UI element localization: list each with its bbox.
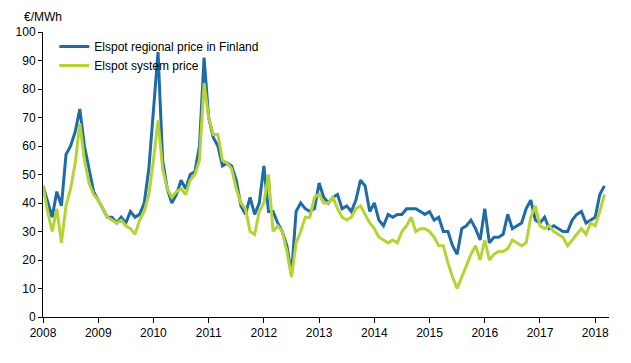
svg-text:2018: 2018 (582, 326, 609, 340)
svg-text:0: 0 (29, 310, 36, 324)
svg-text:2016: 2016 (471, 326, 498, 340)
svg-text:2017: 2017 (527, 326, 554, 340)
svg-text:2009: 2009 (85, 326, 112, 340)
svg-text:30: 30 (22, 225, 36, 239)
svg-text:2014: 2014 (361, 326, 388, 340)
svg-text:Elspot regional price in Finla: Elspot regional price in Finland (94, 40, 258, 54)
svg-text:40: 40 (22, 196, 36, 210)
svg-text:2015: 2015 (416, 326, 443, 340)
svg-text:Elspot system price: Elspot system price (94, 59, 198, 73)
svg-text:70: 70 (22, 111, 36, 125)
svg-text:100: 100 (16, 25, 36, 39)
svg-text:90: 90 (22, 54, 36, 68)
svg-text:50: 50 (22, 168, 36, 182)
svg-text:2013: 2013 (306, 326, 333, 340)
svg-text:60: 60 (22, 139, 36, 153)
svg-text:2008: 2008 (30, 326, 57, 340)
svg-text:2011: 2011 (196, 326, 222, 340)
svg-text:2012: 2012 (251, 326, 278, 340)
svg-text:80: 80 (22, 82, 36, 96)
svg-text:2010: 2010 (140, 326, 167, 340)
svg-text:€/MWh: €/MWh (24, 10, 62, 24)
svg-text:10: 10 (22, 282, 36, 296)
svg-text:20: 20 (22, 253, 36, 267)
